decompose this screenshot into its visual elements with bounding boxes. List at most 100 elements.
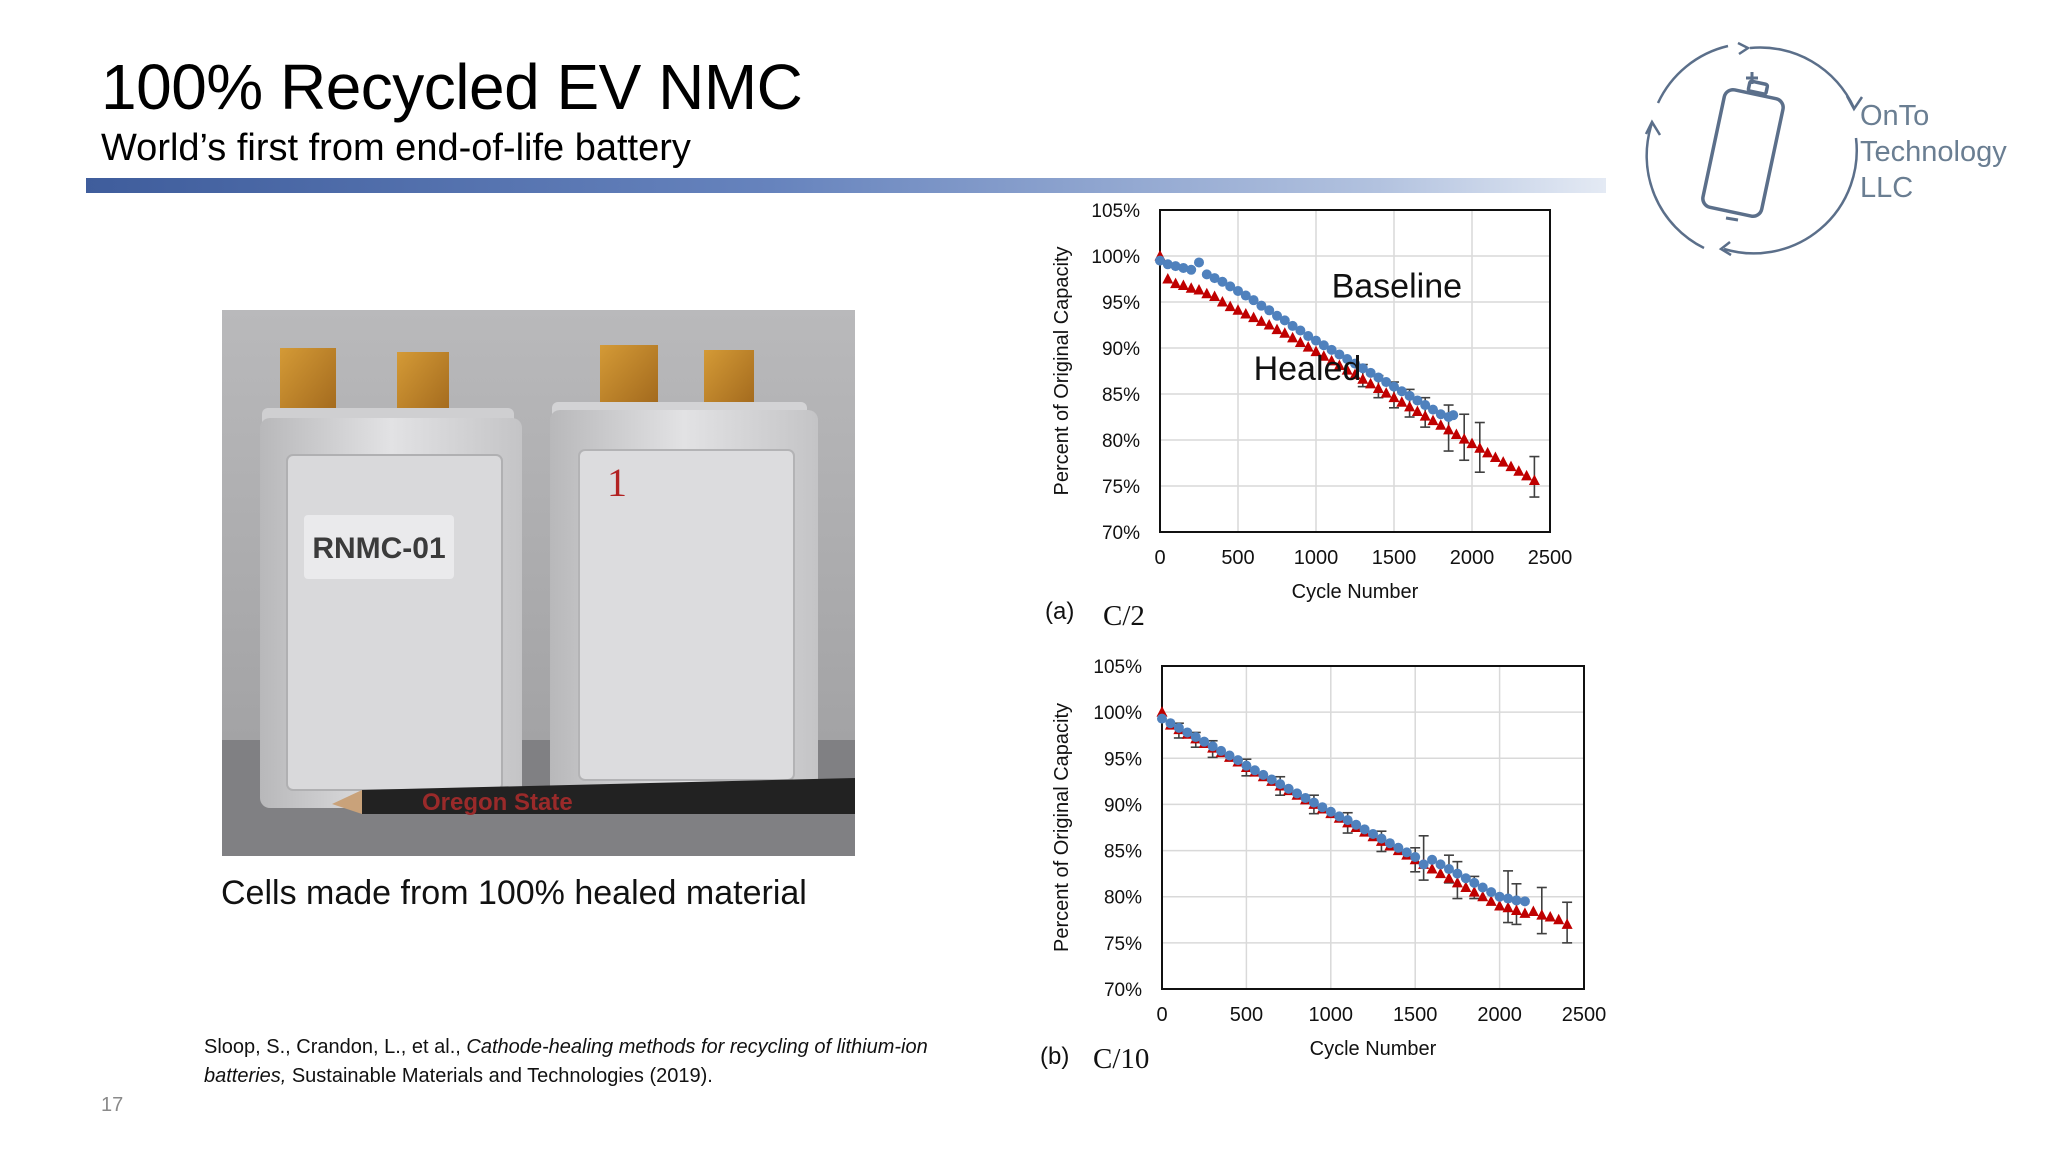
- page-number: 17: [101, 1094, 124, 1116]
- baseline-point: [1318, 340, 1329, 351]
- capacity-chart-c10: 70% 75% 80% 85% 90% 95% 100% 105% 0 500 1000 1500 20…: [1051, 657, 1607, 1060]
- company-name-line-3: LLC: [1860, 172, 1914, 204]
- baseline-point: [1303, 331, 1314, 342]
- baseline-point: [1428, 404, 1438, 415]
- healed-point: [1485, 895, 1497, 906]
- baseline-point: [1240, 290, 1251, 301]
- healed-point: [1450, 428, 1462, 439]
- citation-title: Cathode-healing methods for recycling of…: [204, 1036, 928, 1087]
- baseline-point: [1201, 269, 1212, 280]
- baseline-point: [1477, 882, 1488, 893]
- baseline-point: [1311, 335, 1321, 346]
- baseline-point: [1225, 281, 1236, 292]
- healed-point: [1466, 437, 1478, 449]
- baseline-point: [1224, 750, 1235, 761]
- cell-tab-right-1: [600, 345, 658, 410]
- baseline-point: [1357, 363, 1368, 374]
- baseline-point: [1207, 741, 1218, 752]
- baseline-point: [1173, 722, 1184, 733]
- company-name-line-2: Technology: [1860, 136, 2007, 168]
- baseline-point: [1503, 893, 1514, 904]
- healed-point: [1435, 419, 1447, 430]
- baseline-point: [1326, 344, 1337, 355]
- healed-point: [1209, 290, 1221, 301]
- healed-point: [1248, 311, 1260, 323]
- baseline-point: [1249, 765, 1260, 776]
- y-tick-label: 95%: [1104, 749, 1142, 770]
- healed-point: [1468, 886, 1480, 897]
- baseline-point: [1325, 806, 1336, 817]
- baseline-point: [1266, 774, 1277, 785]
- healed-point: [1333, 359, 1345, 370]
- pencil-text: Oregon State: [422, 789, 573, 816]
- healed-point: [1162, 273, 1174, 284]
- healed-point: [1216, 296, 1228, 307]
- x-tick-label: 1500: [1393, 1004, 1438, 1026]
- annotation-healed: Healed: [1254, 350, 1362, 388]
- baseline-point: [1182, 727, 1193, 738]
- baseline-point: [1486, 887, 1497, 898]
- citation-authors: Sloop, S., Crandon, L., et al.,: [204, 1036, 467, 1058]
- recycle-circle-icon: [1644, 41, 1864, 257]
- title-divider: [86, 178, 1606, 193]
- baseline-point: [1418, 859, 1429, 870]
- y-tick-label: 85%: [1102, 385, 1140, 406]
- healed-point: [1458, 433, 1470, 444]
- battery-cells-photo: RNMC-01 1 Oregon State: [222, 310, 855, 856]
- baseline-point: [1452, 868, 1463, 879]
- healed-point: [1510, 904, 1522, 916]
- baseline-point: [1199, 736, 1210, 747]
- y-tick-label: 75%: [1102, 477, 1140, 498]
- baseline-point: [1178, 262, 1189, 273]
- healed-point: [1201, 287, 1213, 299]
- healed-point: [1185, 282, 1197, 293]
- baseline-point: [1342, 815, 1353, 826]
- healed-point: [1224, 300, 1236, 312]
- baseline-point: [1359, 824, 1370, 835]
- baseline-point: [1381, 377, 1392, 388]
- baseline-point: [1186, 264, 1197, 275]
- baseline-point: [1420, 400, 1431, 411]
- healed-point: [1489, 451, 1501, 462]
- plot-area: [1162, 666, 1584, 989]
- baseline-point: [1155, 255, 1165, 266]
- baseline-point: [1404, 390, 1415, 401]
- y-tick-label: 100%: [1091, 247, 1140, 268]
- x-tick-label: 500: [1221, 547, 1254, 569]
- baseline-point: [1209, 273, 1220, 284]
- baseline-point: [1165, 718, 1176, 729]
- healed-point: [1443, 423, 1455, 435]
- baseline-point: [1279, 315, 1290, 326]
- healed-point: [1505, 460, 1517, 472]
- cell-label: RNMC-01: [312, 532, 445, 565]
- healed-point: [1553, 913, 1565, 925]
- healed-point: [1294, 336, 1306, 347]
- healed-point: [1193, 284, 1205, 295]
- baseline-point: [1469, 877, 1480, 888]
- healed-point: [1519, 907, 1531, 918]
- x-tick-label: 2500: [1562, 1004, 1607, 1026]
- healed-point: [1310, 345, 1322, 357]
- healed-point: [1271, 323, 1283, 335]
- baseline-point: [1256, 300, 1267, 311]
- healed-point: [1477, 890, 1489, 902]
- baseline-point: [1412, 395, 1423, 406]
- x-tick-label: 2000: [1477, 1004, 1522, 1026]
- error-bar: [1418, 835, 1429, 881]
- healed-point: [1451, 876, 1463, 888]
- baseline-point: [1443, 864, 1454, 875]
- battery-icon: [1701, 79, 1785, 219]
- y-tick-label: 70%: [1102, 523, 1140, 544]
- healed-point: [1177, 279, 1189, 290]
- cell-number: 1: [607, 460, 627, 505]
- company-name: OnTo Technology LLC: [1860, 98, 2007, 206]
- baseline-point: [1292, 788, 1303, 799]
- healed-point: [1287, 331, 1299, 343]
- x-tick-label: 0: [1154, 547, 1165, 569]
- baseline-point: [1368, 828, 1378, 839]
- y-tick-label: 80%: [1104, 888, 1142, 909]
- x-tick-label: 1000: [1294, 547, 1339, 569]
- company-logo: [1644, 41, 1864, 257]
- x-tick-label: 1500: [1372, 547, 1417, 569]
- healed-point: [1318, 350, 1330, 361]
